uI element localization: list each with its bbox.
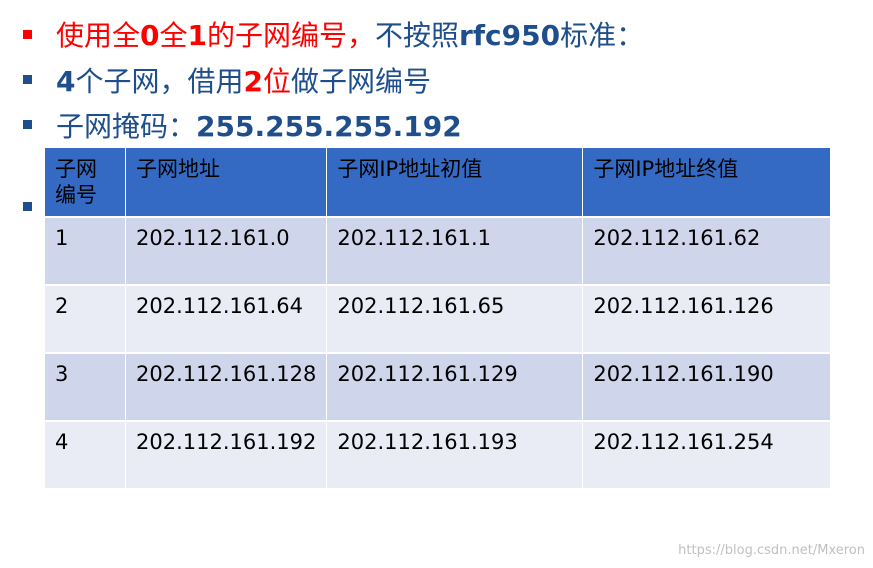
table-cell: 202.112.161.126	[582, 285, 831, 354]
table-row: 1 202.112.161.0 202.112.161.1 202.112.161.6…	[44, 217, 831, 286]
table-cell: 202.112.161.1	[326, 217, 584, 286]
subnet-table: 子网编号 子网地址 子网IP地址初值 子网IP地址终值 1 202.112.161…	[44, 148, 831, 490]
text-segment: 2	[243, 65, 263, 98]
table-cell: 1	[44, 217, 126, 286]
table-cell: 202.112.161.192	[124, 421, 328, 490]
bullet-line-1: 使用全0全1的子网编号，不按照rfc950标准：	[56, 14, 644, 54]
table-cell: 202.112.161.64	[124, 285, 328, 354]
table-cell: 202.112.161.0	[124, 217, 328, 286]
table-row: 2 202.112.161.64 202.112.161.65 202.112.161…	[44, 285, 831, 354]
table-cell: 202.112.161.129	[326, 353, 584, 422]
bullet-1-marker	[23, 30, 32, 39]
table-cell: 4	[44, 421, 126, 490]
table-row: 3 202.112.161.128 202.112.161.129 202.112.1…	[44, 353, 831, 422]
bullet-4-marker	[23, 202, 32, 211]
text-segment: rfc950	[459, 19, 561, 52]
header-last-ip: 子网IP地址终值	[582, 148, 831, 218]
table-cell: 3	[44, 353, 126, 422]
table-cell: 2	[44, 285, 126, 354]
table-cell: 202.112.161.190	[582, 353, 831, 422]
table-header-row: 子网编号 子网地址 子网IP地址初值 子网IP地址终值	[44, 148, 831, 218]
table-cell: 202.112.161.254	[582, 421, 831, 490]
text-segment: 0	[140, 19, 160, 52]
header-first-ip: 子网IP地址初值	[326, 148, 584, 218]
text-segment: 全	[159, 19, 188, 52]
text-segment: 个子网，借用	[75, 65, 244, 98]
table-cell: 202.112.161.193	[326, 421, 584, 490]
table-cell: 202.112.161.65	[326, 285, 584, 354]
text-segment: 标准：	[560, 19, 645, 52]
bullet-line-3: 子网掩码：255.255.255.192	[56, 105, 462, 145]
text-segment: 255.255.255.192	[196, 110, 462, 143]
bullet-3-marker	[23, 120, 32, 129]
table-cell: 202.112.161.62	[582, 217, 831, 286]
text-segment: 的子网编号，	[207, 19, 376, 52]
text-segment: 不按照	[375, 19, 460, 52]
header-subnet-number: 子网编号	[44, 148, 126, 218]
text-segment: 子网掩码：	[56, 110, 197, 143]
watermark: https://blog.csdn.net/Mxeron	[678, 543, 865, 558]
table-cell: 202.112.161.128	[124, 353, 328, 422]
text-segment: 做子网编号	[291, 65, 432, 98]
text-segment: 使用全	[56, 19, 141, 52]
bullet-2-marker	[23, 75, 32, 84]
bullet-line-2: 4个子网，借用2位做子网编号	[56, 60, 431, 100]
text-segment: 1	[187, 19, 207, 52]
text-segment: 4	[56, 65, 76, 98]
table-row: 4 202.112.161.192 202.112.161.193 202.112.1…	[44, 421, 831, 490]
text-segment: 位	[262, 65, 291, 98]
header-subnet-address: 子网地址	[124, 148, 328, 218]
